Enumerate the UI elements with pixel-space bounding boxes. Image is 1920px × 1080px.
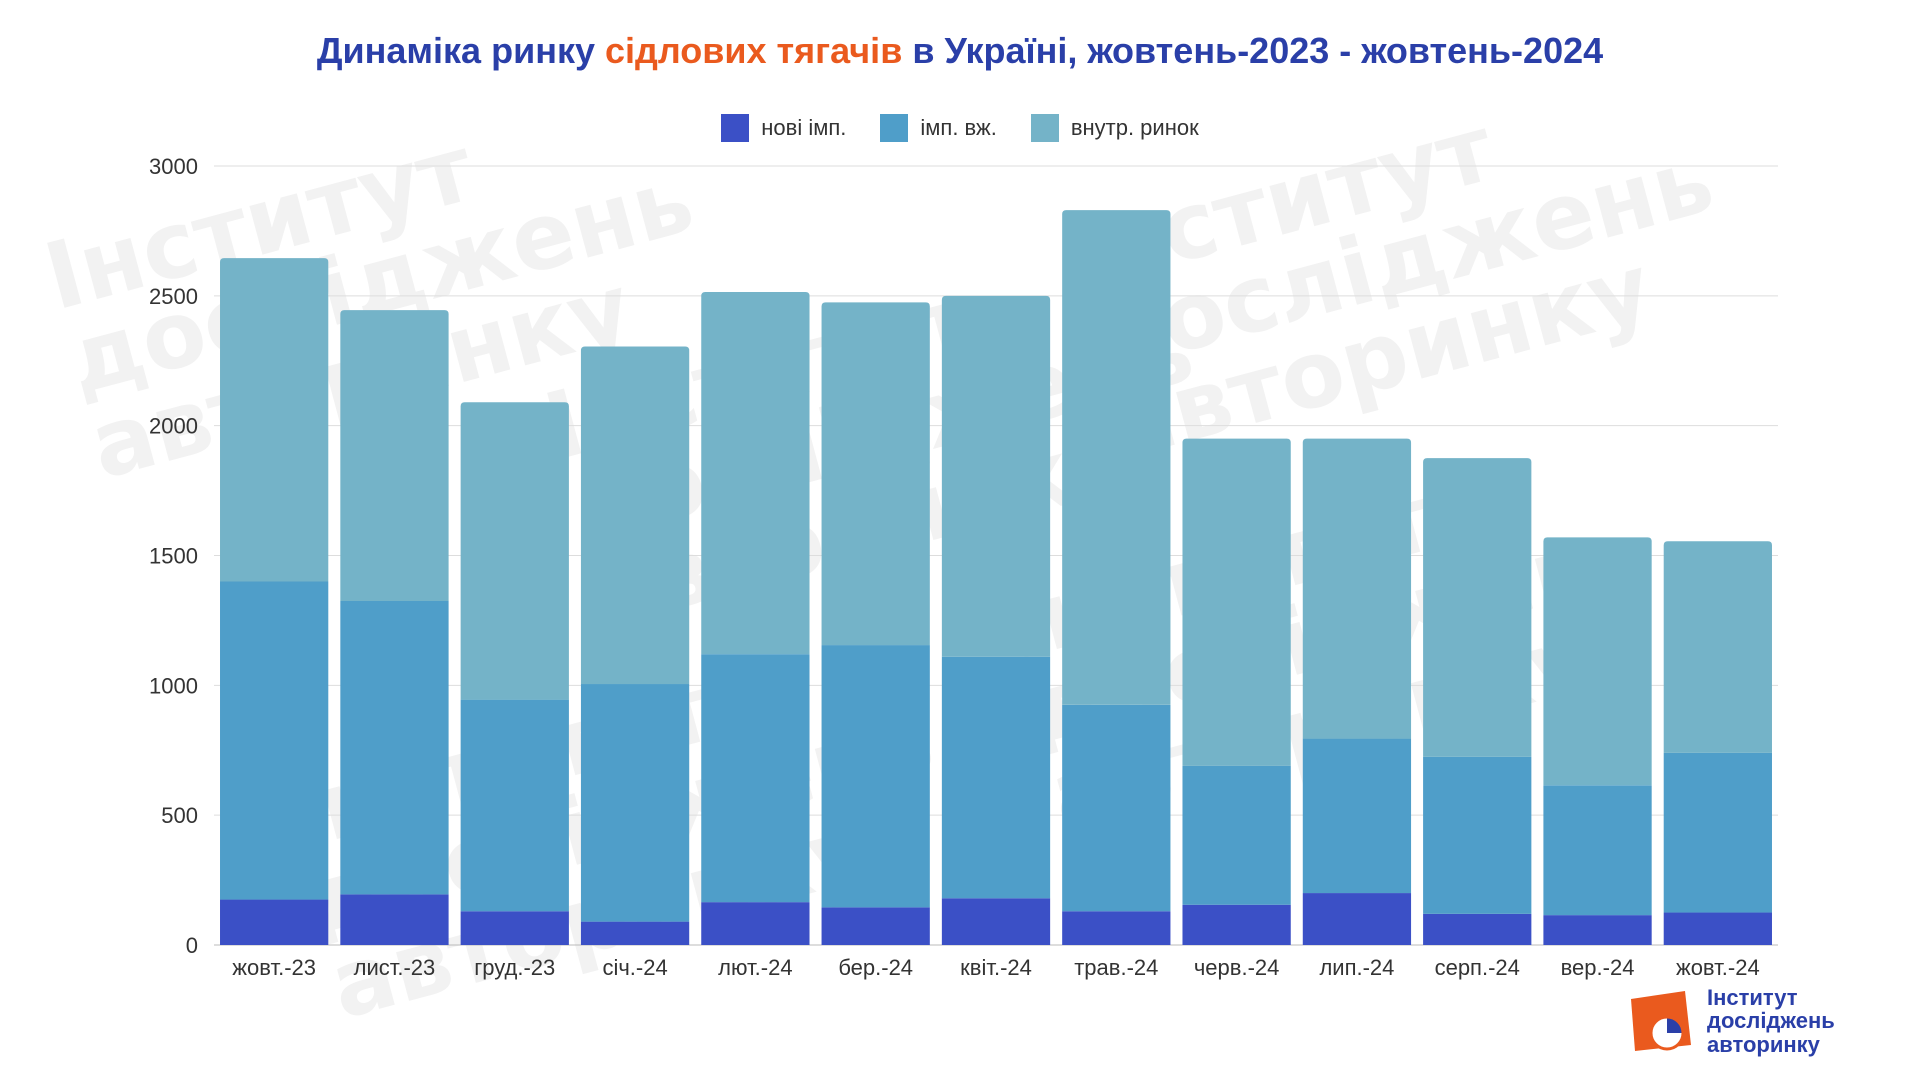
legend-label: імп. вж. [920, 115, 997, 140]
x-tick-label: черв.-24 [1194, 955, 1280, 980]
bar-segment-new-imports [1182, 904, 1291, 945]
x-tick-label: трав.-24 [1074, 955, 1158, 980]
bar-segment-used-imports [1423, 756, 1532, 914]
legend-item: нові імп. [721, 114, 846, 142]
legend-swatch [1030, 114, 1059, 142]
bar-segment-domestic-market [1543, 537, 1652, 786]
x-tick-label: лист.-23 [354, 955, 436, 980]
y-tick-label: 2000 [149, 414, 198, 439]
x-tick-label: лип.-24 [1319, 955, 1394, 980]
bar-segment-used-imports [340, 600, 449, 895]
y-tick-label: 500 [161, 803, 198, 828]
x-tick-label: жовт.-23 [232, 955, 316, 980]
bar-segment-used-imports [1062, 704, 1171, 912]
bar-segment-new-imports [1302, 893, 1412, 945]
bar-segment-domestic-market [580, 346, 690, 685]
bar-segment-domestic-market [1663, 541, 1772, 753]
bar-segment-domestic-market [460, 402, 569, 700]
bar-segment-used-imports [460, 699, 569, 912]
y-tick-label: 2500 [149, 284, 198, 309]
logo-line-1: Інститут [1707, 985, 1798, 1011]
bar-segment-domestic-market [1302, 438, 1412, 739]
y-tick-label: 3000 [149, 154, 198, 179]
bar-segment-used-imports [941, 656, 1051, 899]
title-part-1: Динаміка ринку [316, 30, 605, 71]
legend: нові імп. імп. вж. внутр. ринок [0, 114, 1920, 142]
logo-line-3: авторинку [1707, 1031, 1820, 1057]
bar-segment-domestic-market [1423, 458, 1532, 757]
chart-title: Динаміка ринку сідлових тягачів в Україн… [0, 30, 1920, 72]
logo-icon [1631, 991, 1691, 1051]
bar-segment-new-imports [340, 894, 449, 945]
legend-item: імп. вж. [880, 114, 997, 142]
logo-text: Інститут досліджень авторинку [1707, 986, 1835, 1055]
legend-swatch [880, 114, 909, 142]
bar-segment-domestic-market [1062, 210, 1171, 705]
x-tick-label: груд.-23 [474, 955, 555, 980]
bar-segment-used-imports [1182, 765, 1291, 905]
y-tick-label: 1500 [149, 544, 198, 569]
bar-segment-used-imports [821, 645, 930, 908]
bar-segment-new-imports [701, 902, 810, 945]
bar-segment-domestic-market [220, 258, 329, 582]
bar-segment-used-imports [580, 684, 690, 922]
title-part-2: в Україні, жовтень-2023 - жовтень-2024 [902, 30, 1604, 71]
bar-segment-domestic-market [941, 295, 1051, 657]
logo: Інститут досліджень авторинку [1625, 985, 1835, 1057]
bar-segment-new-imports [1062, 911, 1171, 945]
bar-segment-new-imports [821, 907, 930, 945]
x-tick-label: жовт.-24 [1676, 955, 1760, 980]
legend-item: внутр. ринок [1030, 114, 1199, 142]
legend-label: внутр. ринок [1070, 115, 1199, 140]
x-tick-label: лют.-24 [718, 955, 792, 980]
bar-segment-used-imports [701, 654, 810, 903]
logo-line-2: досліджень [1707, 1008, 1835, 1034]
x-tick-label: вер.-24 [1561, 955, 1635, 980]
bar-segment-new-imports [1543, 915, 1652, 945]
y-tick-label: 0 [186, 933, 198, 958]
bar-segment-used-imports [220, 581, 329, 900]
bar-segment-domestic-market [1182, 438, 1291, 766]
bar-segment-new-imports [460, 911, 569, 945]
bar-segment-used-imports [1302, 738, 1412, 894]
y-tick-label: 1000 [149, 673, 198, 698]
bar-segment-new-imports [220, 899, 329, 945]
x-tick-label: квіт.-24 [960, 955, 1032, 980]
bar-segment-domestic-market [701, 291, 810, 655]
title-highlight: сідлових тягачів [604, 30, 903, 71]
bar-segment-used-imports [1543, 785, 1652, 916]
bar-segment-domestic-market [340, 310, 449, 601]
x-tick-label: серп.-24 [1435, 955, 1520, 980]
bar-segment-new-imports [1423, 913, 1532, 945]
x-tick-label: бер.-24 [838, 955, 913, 980]
legend-swatch [721, 114, 750, 142]
bar-segment-used-imports [1663, 752, 1772, 913]
x-tick-label: січ.-24 [602, 955, 667, 980]
bar-segment-new-imports [941, 898, 1051, 945]
bar-segment-domestic-market [821, 302, 930, 646]
bar-segment-new-imports [1663, 912, 1772, 945]
bar-segment-new-imports [580, 921, 690, 945]
legend-label: нові імп. [761, 115, 847, 140]
